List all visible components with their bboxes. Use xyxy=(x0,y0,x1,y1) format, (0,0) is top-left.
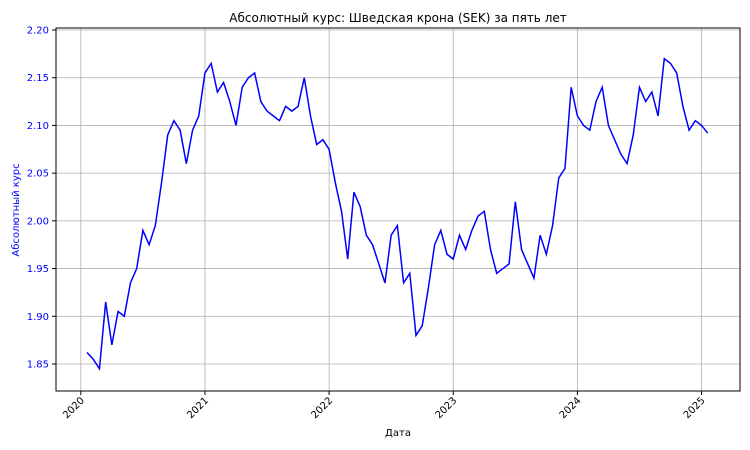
y-tick-label: 2.05 xyxy=(27,169,49,180)
y-tick-label: 2.00 xyxy=(27,216,49,227)
y-axis-label: Абсолютный курс xyxy=(11,163,22,256)
x-tick-label: 2025 xyxy=(682,395,708,421)
x-tick-label: 2023 xyxy=(434,395,460,421)
x-tick-label: 2024 xyxy=(558,395,584,421)
line-series xyxy=(86,57,709,371)
y-tick-label: 2.20 xyxy=(27,26,49,37)
y-tick-label: 1.90 xyxy=(27,312,49,323)
plot-frame xyxy=(55,27,741,392)
x-tick-label: 2021 xyxy=(185,395,211,421)
y-tick-label: 1.95 xyxy=(27,264,49,275)
y-tick-label: 2.15 xyxy=(27,73,49,84)
y-tick-label: 1.85 xyxy=(27,359,49,370)
x-tick-label: 2020 xyxy=(61,395,87,421)
y-tick-label: 2.10 xyxy=(27,121,49,132)
x-axis-label: Дата xyxy=(385,428,411,439)
x-tick-label: 2022 xyxy=(309,395,335,421)
chart-title: Абсолютный курс: Шведская крона (SEK) за… xyxy=(229,11,566,25)
